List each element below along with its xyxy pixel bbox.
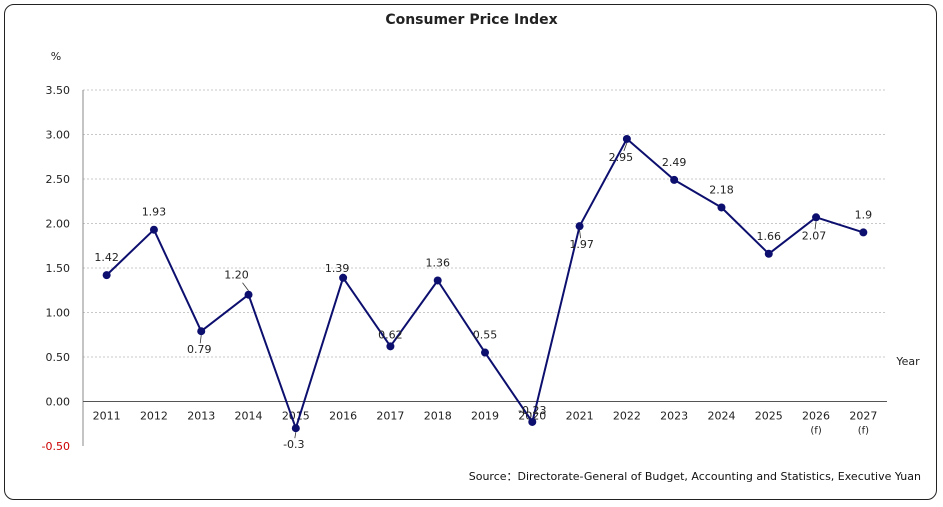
x-tick-label: 2016 (329, 410, 357, 423)
data-point (244, 290, 253, 299)
y-tick-label: 3.50 (46, 84, 71, 97)
x-tick-label: 2014 (235, 410, 263, 423)
y-tick-label: 2.00 (46, 218, 71, 231)
x-tick-label: 2027 (849, 410, 877, 423)
x-tick-label: 2023 (660, 410, 688, 423)
y-tick-label: 2.50 (46, 173, 71, 186)
y-tick-label: 3.00 (46, 129, 71, 142)
data-point (575, 222, 584, 231)
data-label: 0.55 (473, 329, 498, 342)
y-axis-unit-label: % (51, 50, 61, 63)
source-note: Source：Directorate-General of Budget, Ac… (468, 470, 921, 483)
cpi-series-line (105, 137, 864, 430)
data-label: 1.97 (569, 238, 594, 251)
label-leader-line (199, 335, 202, 344)
data-point (812, 213, 821, 222)
data-point (481, 348, 489, 357)
label-leader-line (242, 282, 249, 291)
y-tick-label: 1.50 (46, 262, 71, 275)
y-tick-label: 0.00 (46, 396, 71, 409)
data-point (102, 271, 111, 280)
data-point (717, 203, 726, 212)
x-tick-sublabel: (f) (858, 426, 869, 437)
data-point (764, 249, 773, 258)
x-tick-label: 2011 (93, 410, 121, 423)
data-point (622, 134, 631, 143)
data-point (339, 273, 348, 282)
x-axis-label: Year (895, 355, 920, 368)
series-line (105, 137, 864, 430)
data-labels: 1.42 1.93 0.79 1.20 -0.3 1.39 0.62 1.36 0.55 -0.2… (94, 151, 872, 451)
x-tick-label: 2021 (566, 410, 594, 423)
chart-title: Consumer Price Index (385, 12, 558, 28)
data-label: 1.42 (94, 251, 119, 264)
y-tick-label: 1.00 (46, 307, 71, 320)
x-tick-label: 2026 (802, 410, 830, 423)
label-leader-line (814, 221, 817, 230)
x-tick-sublabel: (f) (810, 426, 821, 437)
data-label: 1.66 (757, 230, 782, 243)
gridlines (83, 89, 887, 358)
x-tick-label: 2013 (187, 410, 215, 423)
data-points (102, 134, 868, 433)
data-point (291, 424, 300, 433)
data-label: 1.9 (855, 208, 873, 221)
x-tick-label: 2019 (471, 410, 499, 423)
data-label: 1.93 (142, 206, 167, 219)
data-label: -0.23 (518, 404, 546, 417)
chart-frame (4, 4, 937, 500)
data-point (433, 276, 442, 285)
data-label: 2.07 (802, 229, 827, 242)
x-tick-labels: 2011 2012 2013 2014 2015 2016 2017 2018 2019 2020… (93, 410, 878, 437)
x-tick-label: 2025 (755, 410, 783, 423)
x-tick-label: 2022 (613, 410, 641, 423)
axes (82, 90, 887, 446)
x-tick-label: 2024 (707, 410, 735, 423)
x-tick-label: 2017 (376, 410, 404, 423)
data-point (528, 417, 537, 426)
data-point (197, 327, 206, 336)
data-point (670, 175, 679, 184)
data-point (149, 225, 158, 234)
data-label: 1.36 (425, 256, 450, 269)
data-label: 1.20 (224, 269, 249, 282)
x-tick-label: 2012 (140, 410, 168, 423)
data-label: 0.79 (187, 343, 212, 356)
x-tick-label: 2018 (424, 410, 452, 423)
data-point (859, 228, 868, 237)
data-label: 2.95 (609, 151, 634, 164)
data-label: -0.3 (283, 438, 304, 451)
y-tick-label: -0.50 (42, 440, 70, 453)
label-leader-line (294, 432, 297, 439)
label-leader-line (579, 230, 581, 239)
label-leader-line (623, 142, 628, 152)
data-label: 0.62 (378, 328, 403, 341)
data-label: 1.39 (325, 262, 350, 275)
data-label: 2.18 (709, 183, 734, 196)
y-tick-labels: 3.50 3.00 2.50 2.00 1.50 1.00 0.50 0.00 -0.50 (42, 84, 70, 453)
x-tick-label: 2015 (282, 410, 310, 423)
data-label: 2.49 (662, 156, 687, 169)
y-tick-label: 0.50 (46, 351, 71, 364)
data-point (386, 342, 395, 351)
